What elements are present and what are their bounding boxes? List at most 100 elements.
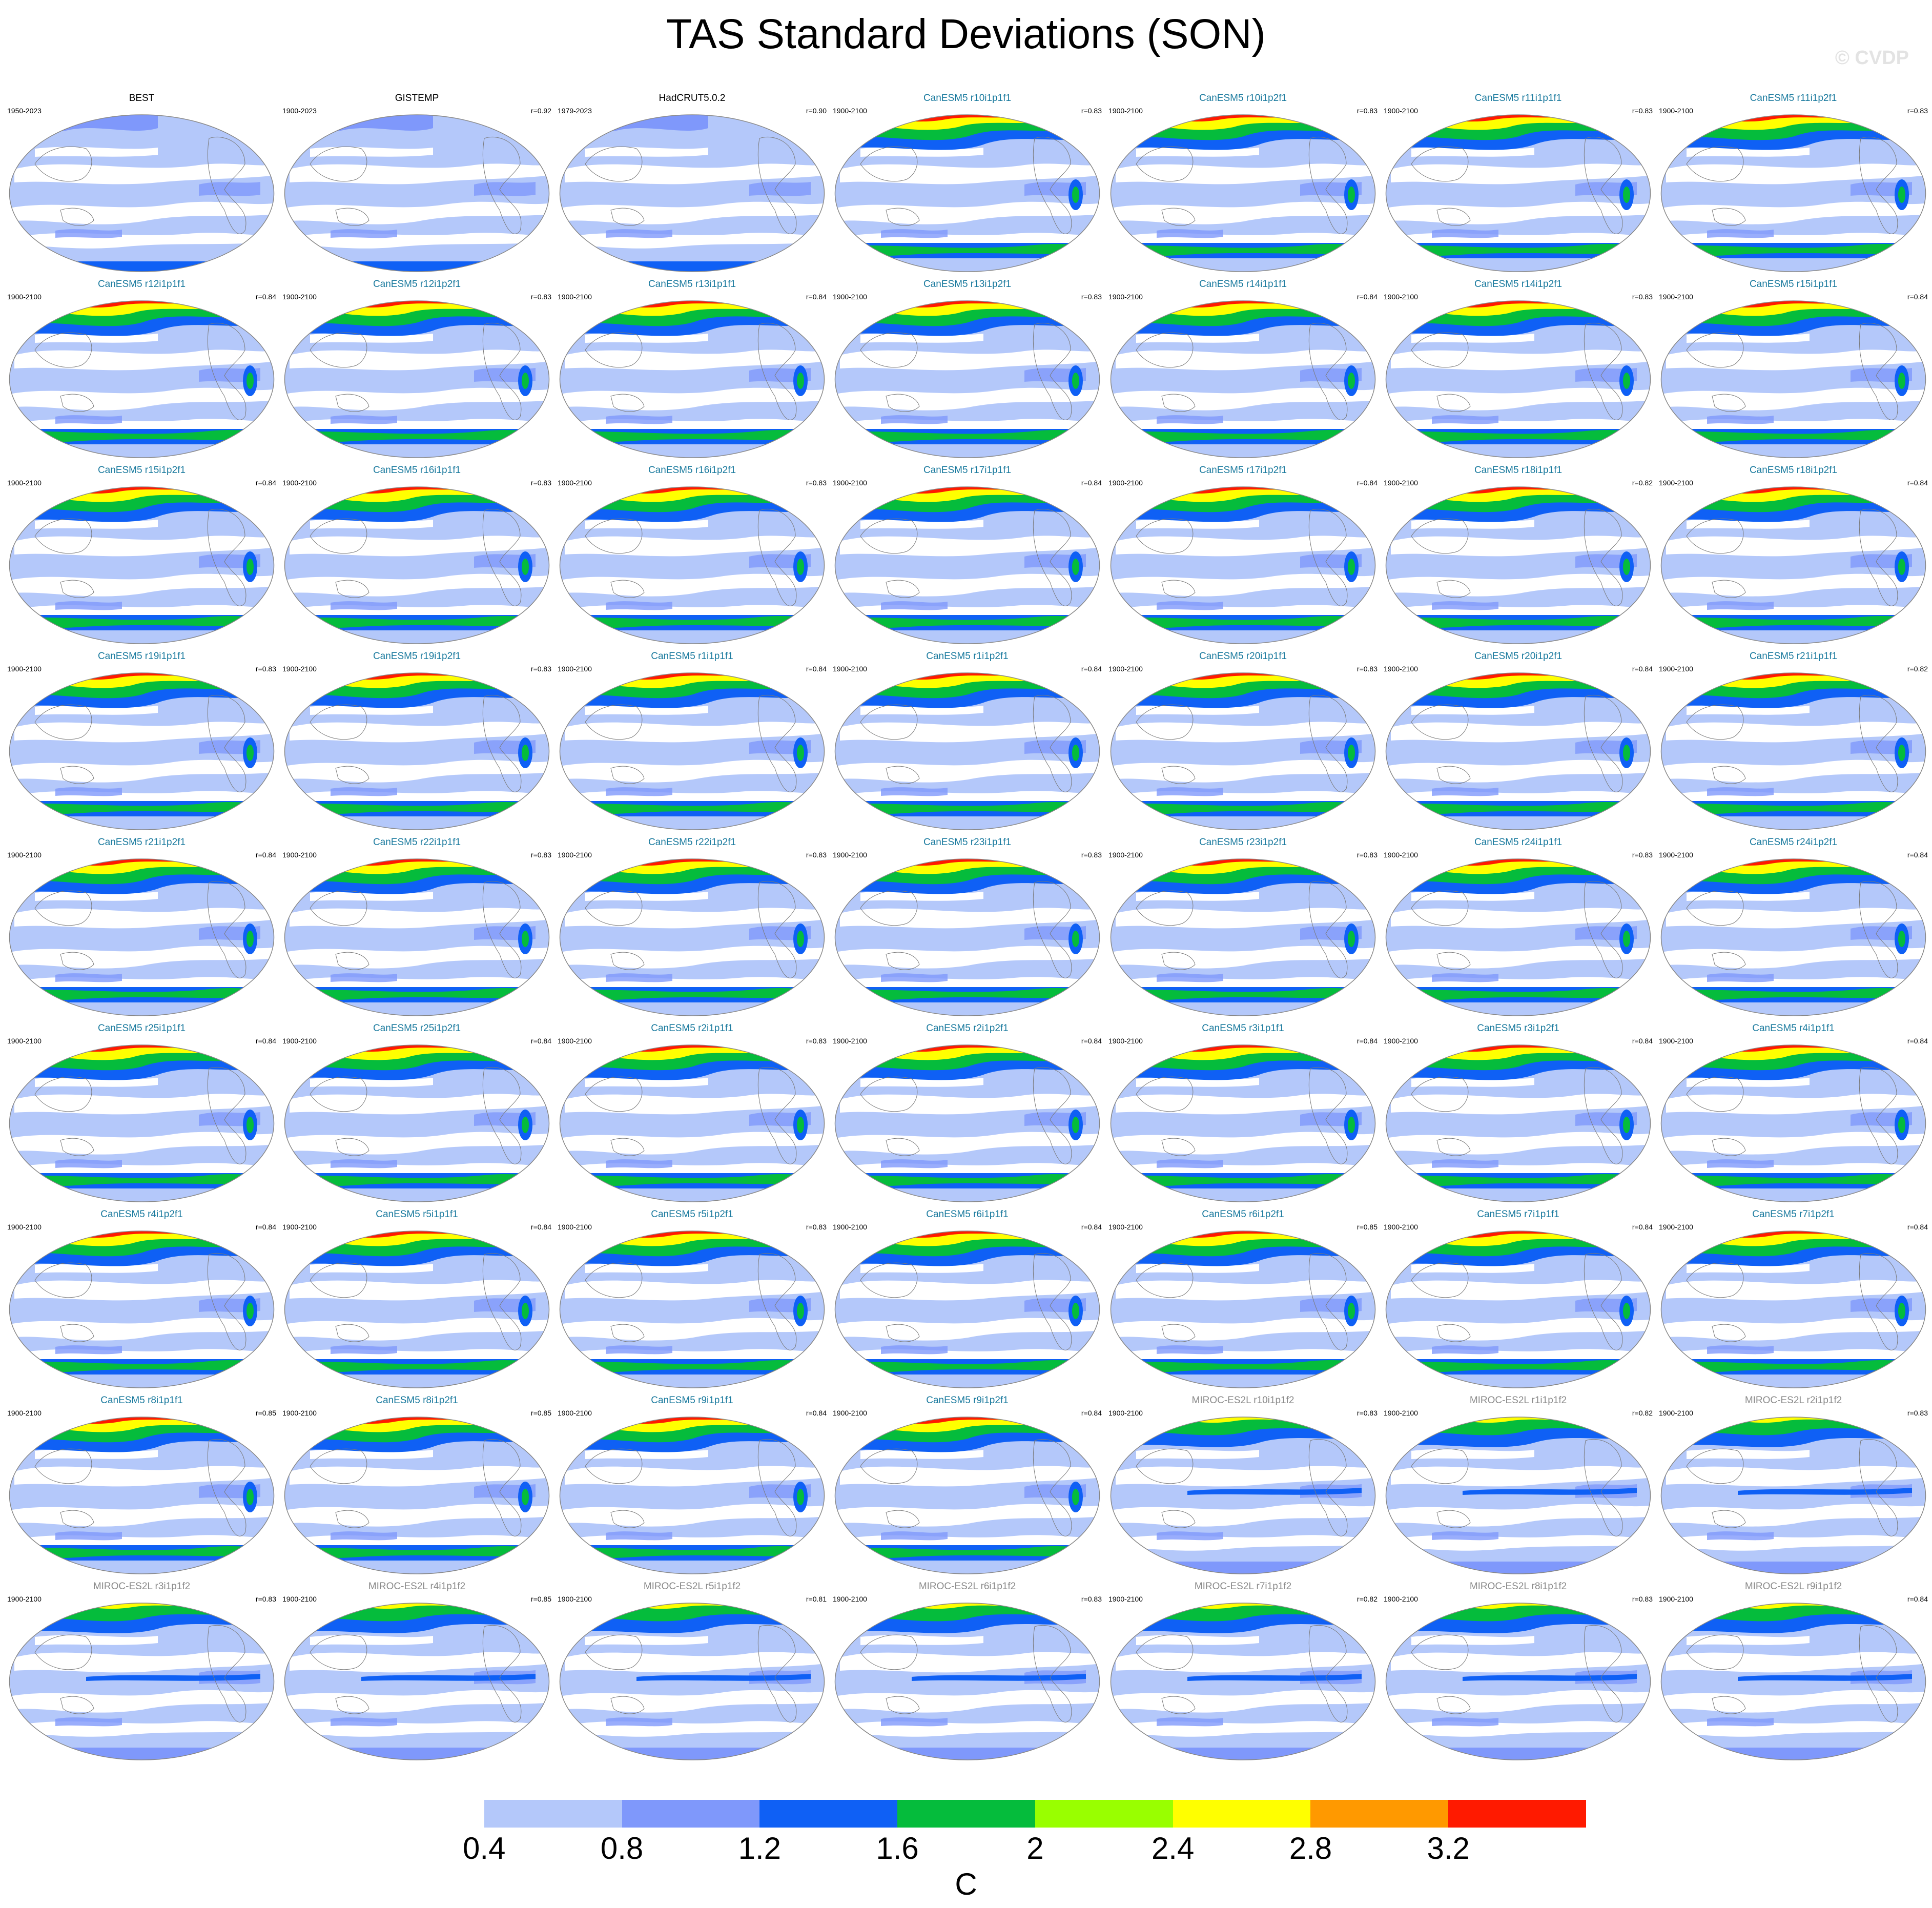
panel-correlation: r=0.84 (1632, 1223, 1653, 1231)
world-map (1381, 1596, 1656, 1767)
panel-correlation: r=0.83 (1356, 1409, 1378, 1417)
panel-title: BEST (129, 93, 155, 104)
world-map (1105, 480, 1381, 651)
panel-correlation: r=0.83 (1356, 851, 1378, 859)
map-panel: CanESM5 r14i1p1f1 1900-2100 r=0.84 (1105, 278, 1381, 465)
map-panel: CanESM5 r23i1p2f1 1900-2100 r=0.83 (1105, 836, 1381, 1023)
map-panel: CanESM5 r9i1p2f1 1900-2100 r=0.84 (830, 1394, 1105, 1581)
panel-title: CanESM5 r7i1p1f1 (1477, 1209, 1559, 1220)
map-panel: MIROC-ES2L r5i1p1f2 1900-2100 r=0.81 (554, 1581, 830, 1767)
colorbar-tick-label: 0.8 (600, 1831, 644, 1865)
panel-period: 1900-2100 (282, 293, 317, 301)
world-map (279, 1224, 554, 1395)
panel-title: CanESM5 r8i1p2f1 (376, 1395, 458, 1406)
map-panel: CanESM5 r20i1p2f1 1900-2100 r=0.84 (1381, 650, 1656, 837)
world-map (4, 1224, 279, 1395)
panel-period: 1979-2023 (558, 107, 592, 115)
panel-period: 1900-2100 (7, 1223, 42, 1231)
panel-title: CanESM5 r11i1p1f1 (1474, 93, 1562, 104)
panel-title: MIROC-ES2L r9i1p1f2 (1744, 1581, 1842, 1592)
world-map (1105, 852, 1381, 1023)
world-map (279, 852, 554, 1023)
colorbar-swatch (1448, 1800, 1587, 1828)
panel-title: CanESM5 r8i1p1f1 (100, 1395, 183, 1406)
panel-title: CanESM5 r22i1p2f1 (648, 837, 736, 848)
map-panel: CanESM5 r3i1p1f1 1900-2100 r=0.84 (1105, 1022, 1381, 1209)
panel-correlation: r=0.84 (1081, 1037, 1102, 1045)
world-map (554, 852, 830, 1023)
world-map (554, 294, 830, 465)
panel-title: CanESM5 r18i1p1f1 (1474, 465, 1563, 476)
panel-period: 1900-2100 (7, 479, 42, 487)
panel-period: 1900-2100 (7, 293, 42, 301)
panel-correlation: r=0.83 (1907, 1409, 1928, 1417)
panel-period: 1900-2100 (1108, 107, 1143, 115)
world-map (279, 294, 554, 465)
world-map (1105, 294, 1381, 465)
map-panel: CanESM5 r22i1p1f1 1900-2100 r=0.83 (279, 836, 554, 1023)
panel-title: CanESM5 r5i1p2f1 (651, 1209, 733, 1220)
panel-correlation: r=0.83 (530, 665, 551, 673)
map-panel: CanESM5 r7i1p1f1 1900-2100 r=0.84 (1381, 1208, 1656, 1395)
panel-correlation: r=0.84 (1081, 665, 1102, 673)
panel-title: CanESM5 r18i1p2f1 (1749, 465, 1838, 476)
colorbar-swatch (1173, 1800, 1311, 1828)
map-panel: CanESM5 r17i1p2f1 1900-2100 r=0.84 (1105, 464, 1381, 651)
panel-title: CanESM5 r14i1p2f1 (1474, 279, 1563, 290)
world-map (554, 1224, 830, 1395)
world-map (4, 666, 279, 837)
world-map (830, 1596, 1105, 1767)
panel-correlation: r=0.84 (1081, 479, 1102, 487)
panel-title: CanESM5 r6i1p1f1 (926, 1209, 1009, 1220)
map-panel: CanESM5 r2i1p2f1 1900-2100 r=0.84 (830, 1022, 1105, 1209)
world-map (554, 1596, 830, 1767)
panel-period: 1900-2100 (1384, 479, 1418, 487)
map-panel: CanESM5 r5i1p2f1 1900-2100 r=0.83 (554, 1208, 830, 1395)
panel-period: 1900-2100 (7, 665, 42, 673)
map-panel: CanESM5 r25i1p1f1 1900-2100 r=0.84 (4, 1022, 279, 1209)
panel-title: CanESM5 r23i1p2f1 (1199, 837, 1287, 848)
panel-correlation: r=0.83 (1632, 851, 1653, 859)
panel-period: 1900-2100 (1384, 1595, 1418, 1603)
panel-title: MIROC-ES2L r5i1p1f2 (643, 1581, 741, 1592)
panel-title: CanESM5 r9i1p2f1 (926, 1395, 1009, 1406)
map-panel: CanESM5 r1i1p2f1 1900-2100 r=0.84 (830, 650, 1105, 837)
panel-correlation: r=0.85 (530, 1595, 551, 1603)
panel-title: CanESM5 r19i1p2f1 (373, 651, 461, 662)
panel-title: CanESM5 r25i1p2f1 (373, 1023, 461, 1034)
panel-period: 1900-2100 (833, 1409, 867, 1417)
world-map (1656, 666, 1931, 837)
panel-correlation: r=0.92 (530, 107, 551, 115)
panel-correlation: r=0.84 (1907, 479, 1928, 487)
map-panel: CanESM5 r13i1p1f1 1900-2100 r=0.84 (554, 278, 830, 465)
panel-period: 1900-2100 (833, 665, 867, 673)
colorbar-swatch (759, 1800, 898, 1828)
colorbar-tick-label: 2.4 (1151, 1831, 1195, 1865)
map-panel: CanESM5 r15i1p1f1 1900-2100 r=0.84 (1656, 278, 1931, 465)
world-map (1381, 852, 1656, 1023)
panel-period: 1900-2100 (1384, 1409, 1418, 1417)
panel-title: CanESM5 r19i1p1f1 (97, 651, 186, 662)
world-map (830, 1224, 1105, 1395)
panel-period: 1900-2100 (1384, 1223, 1418, 1231)
world-map (1656, 1038, 1931, 1209)
world-map (554, 480, 830, 651)
panel-correlation: r=0.83 (255, 1595, 276, 1603)
world-map (554, 1038, 830, 1209)
world-map (4, 1038, 279, 1209)
panel-period: 1900-2100 (282, 1595, 317, 1603)
panel-correlation: r=0.85 (1356, 1223, 1378, 1231)
panel-title: HadCRUT5.0.2 (659, 93, 726, 104)
world-map (4, 480, 279, 651)
map-panel: CanESM5 r7i1p2f1 1900-2100 r=0.84 (1656, 1208, 1931, 1395)
colorbar-tick-label: 2 (1026, 1831, 1044, 1865)
colorbar-swatch (897, 1800, 1036, 1828)
world-map (279, 1038, 554, 1209)
panel-period: 1900-2100 (1108, 1223, 1143, 1231)
panel-period: 1900-2100 (1384, 665, 1418, 673)
world-map (1381, 1038, 1656, 1209)
panel-correlation: r=0.84 (1356, 479, 1378, 487)
world-map (1381, 1224, 1656, 1395)
panel-correlation: r=0.83 (806, 479, 827, 487)
world-map (4, 1596, 279, 1767)
